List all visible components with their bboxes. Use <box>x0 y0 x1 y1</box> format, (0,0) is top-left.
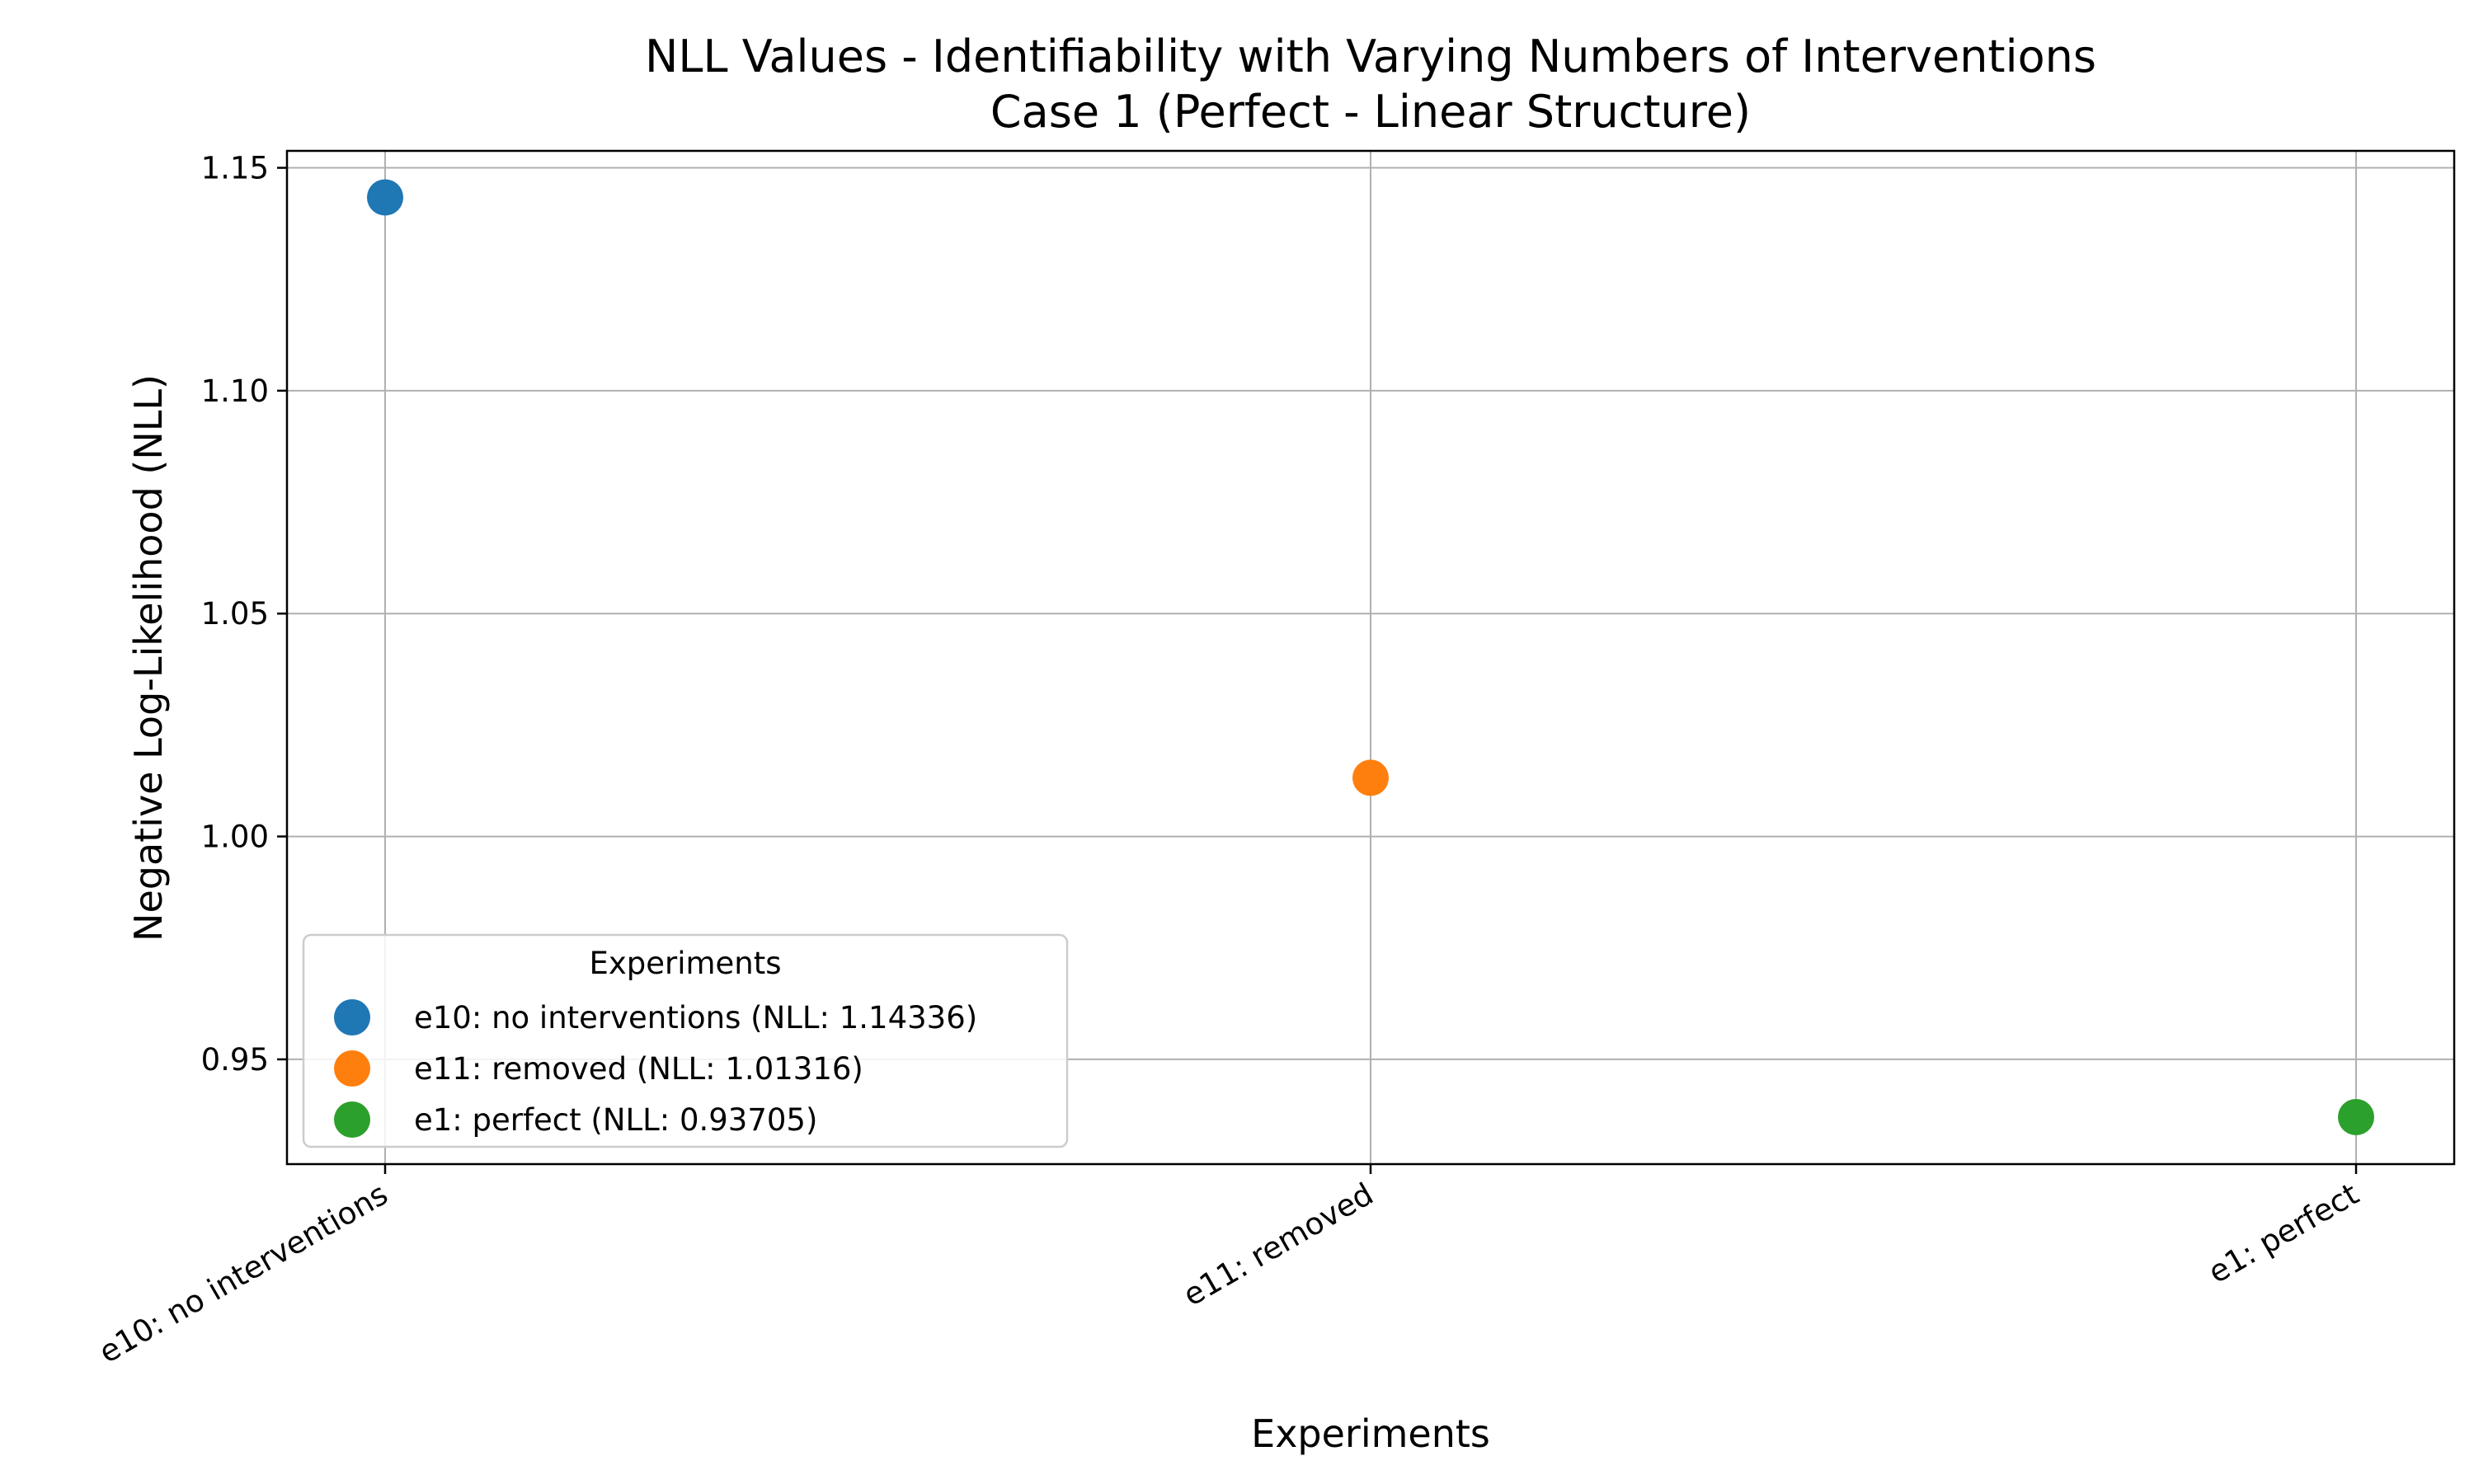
legend-box <box>302 933 1069 1148</box>
x-axis-label: Experiments <box>1251 1411 1490 1456</box>
y-tick-label: 1.10 <box>201 373 269 409</box>
x-tick-label: e10: no interventions <box>93 1176 394 1370</box>
y-tick-label: 1.15 <box>201 151 269 186</box>
x-tick-label: e1: perfect <box>2203 1176 2365 1291</box>
legend-label: e11: removed (NLL: 1.01316) <box>414 1051 863 1087</box>
data-point <box>1352 759 1389 796</box>
axis-ticks: 0.95 1.00 1.05 1.10 1.15 e10: no intervention… <box>93 151 2365 1370</box>
x-tick-label: e11: removed <box>1178 1176 1380 1313</box>
data-point <box>2338 1098 2374 1135</box>
legend-marker <box>334 1050 370 1087</box>
data-points <box>367 179 2374 1135</box>
grid-lines <box>287 151 2454 1164</box>
legend-label: e1: perfect (NLL: 0.93705) <box>414 1102 817 1138</box>
legend-label: e10: no interventions (NLL: 1.14336) <box>414 1000 977 1036</box>
legend-entries: e10: no interventions (NLL: 1.14336) e11:… <box>334 999 977 1138</box>
y-tick-label: 0.95 <box>201 1042 269 1078</box>
data-point <box>367 179 403 216</box>
legend-marker <box>334 1101 370 1138</box>
legend-title: Experiments <box>589 946 781 981</box>
y-tick-label: 1.05 <box>201 596 269 632</box>
legend-marker <box>334 999 370 1036</box>
y-axis-label: Negative Log-Likelihood (NLL) <box>126 374 171 942</box>
legend: Experiments e10: no interventions (NLL: … <box>302 933 1069 1148</box>
chart-title: NLL Values - Identifiability with Varyin… <box>645 31 2096 82</box>
y-tick-label: 1.00 <box>201 819 269 855</box>
chart-subtitle: Case 1 (Perfect - Linear Structure) <box>990 86 1751 138</box>
